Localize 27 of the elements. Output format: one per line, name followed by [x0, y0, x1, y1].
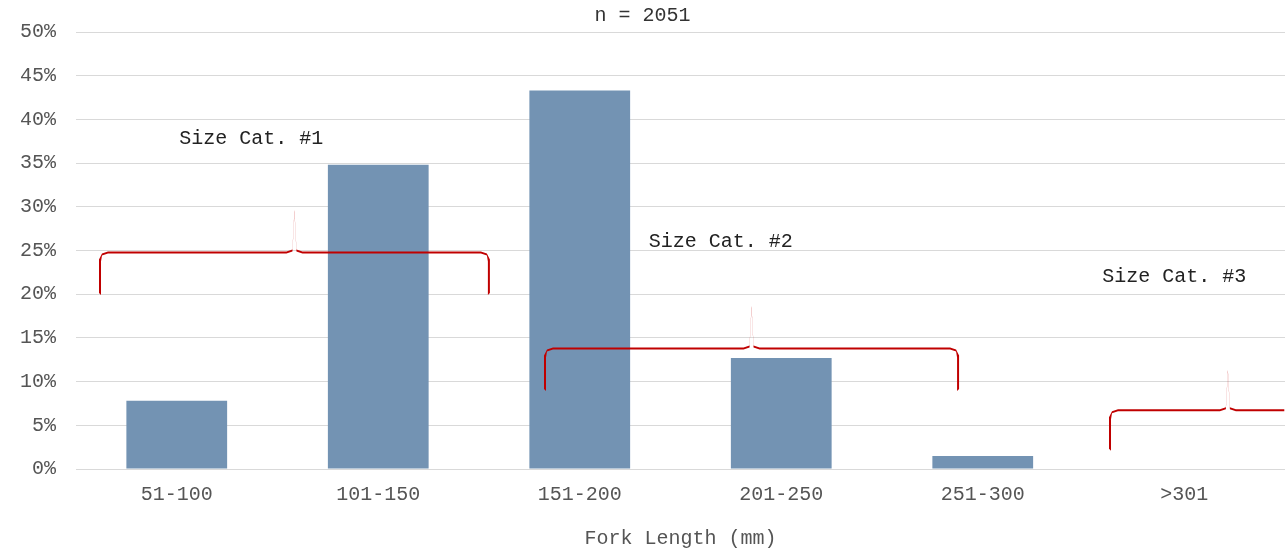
x-tick-label: >301	[1160, 483, 1209, 507]
y-tick-label: 35%	[19, 151, 57, 175]
y-tick-label: 40%	[19, 107, 57, 131]
y-tick-label: 20%	[19, 282, 57, 306]
y-tick-label: 25%	[19, 238, 57, 262]
x-axis-title: Fork Length (mm)	[584, 527, 777, 551]
y-tick-label: 15%	[19, 326, 57, 350]
y-tick-label: 0%	[31, 457, 57, 481]
annotation: Size Cat. #1	[179, 127, 324, 151]
x-tick-label: 101-150	[336, 483, 421, 507]
annotation: Size Cat. #2	[648, 229, 793, 253]
annotation: Size Cat. #3	[1101, 264, 1248, 288]
x-tick-label: 51-100	[140, 483, 213, 507]
bar	[126, 400, 228, 469]
x-tick-label: 251-300	[940, 483, 1025, 507]
y-tick-label: 5%	[31, 413, 57, 437]
x-tick-label: 151-200	[537, 483, 622, 507]
y-tick-label: 10%	[19, 369, 57, 393]
bar	[327, 164, 429, 469]
y-tick-label: 30%	[19, 195, 57, 219]
x-tick-label: 201-250	[739, 483, 824, 507]
chart-title: n = 2051	[594, 4, 691, 28]
y-tick-label: 45%	[19, 64, 57, 87]
bar	[529, 90, 631, 469]
y-tick-label: 50%	[19, 20, 57, 44]
bar	[932, 455, 1034, 469]
bar	[730, 358, 832, 469]
